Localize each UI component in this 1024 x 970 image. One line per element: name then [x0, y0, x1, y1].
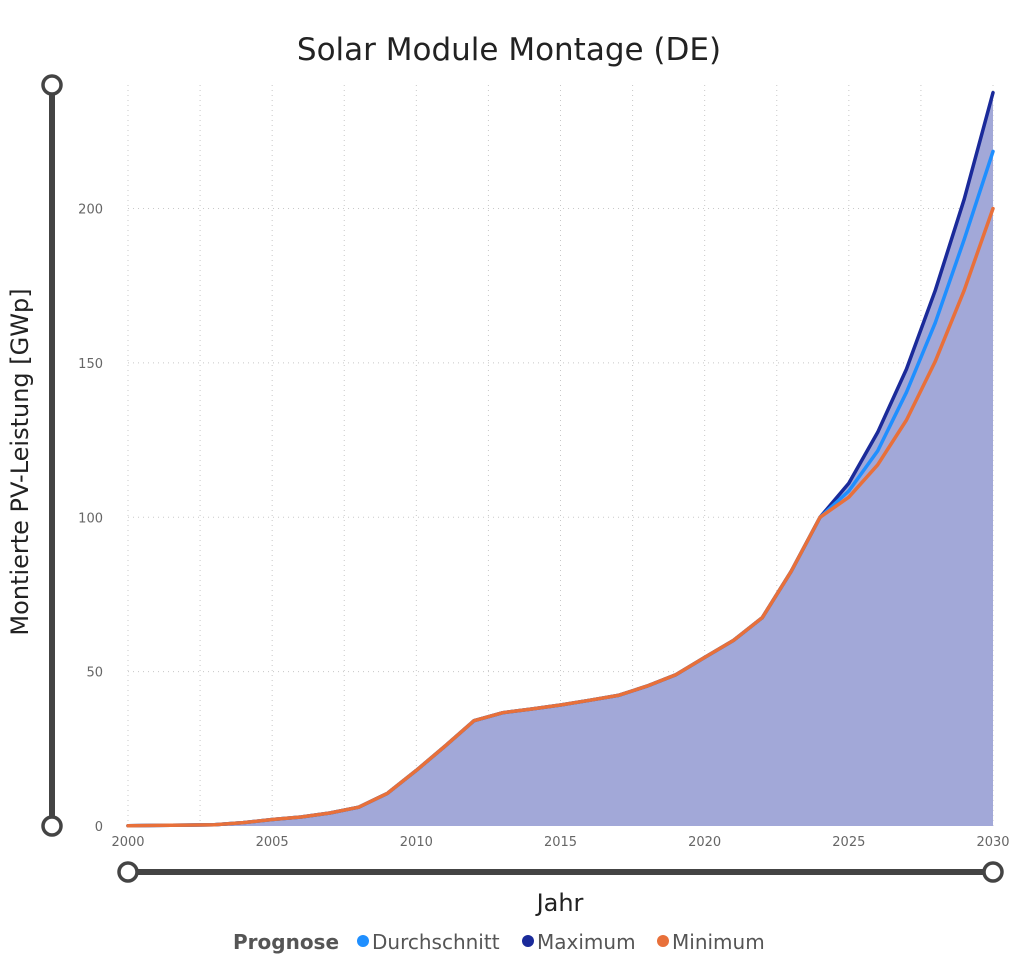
series-point-maximum — [962, 197, 966, 201]
series-point-minimum — [933, 359, 937, 363]
x-range-slider[interactable] — [117, 861, 1004, 883]
legend-marker-minimum — [657, 935, 669, 947]
y-range-slider[interactable] — [41, 74, 63, 837]
x-slider-handle-left[interactable] — [117, 861, 139, 883]
y-slider-handle-bottom[interactable] — [41, 815, 63, 837]
line-layer — [126, 90, 995, 828]
series-point-maximum — [905, 367, 908, 371]
series-point-maximum — [876, 430, 880, 434]
forecast-area — [128, 92, 993, 826]
y-tick-150: 150 — [78, 357, 103, 372]
x-tick-labels: 2000 2005 2010 2015 2020 2025 2030 — [111, 835, 1009, 850]
series-point-minimum — [847, 495, 851, 499]
legend-label-maximum: Maximum — [537, 930, 636, 954]
y-slider-handle-top[interactable] — [41, 74, 63, 96]
series-point-minimum — [818, 515, 822, 519]
series-point-durchschnitt — [962, 237, 966, 241]
x-tick-2015: 2015 — [544, 835, 577, 850]
x-tick-2000: 2000 — [111, 835, 144, 850]
series-point-maximum — [991, 91, 995, 95]
series-point-minimum — [876, 463, 880, 467]
x-slider-handle-right[interactable] — [982, 861, 1004, 883]
series-point-durchschnitt — [991, 149, 995, 153]
series-point-durchschnitt — [933, 321, 937, 325]
series-point-maximum — [933, 288, 937, 292]
y-tick-0: 0 — [95, 820, 103, 835]
legend-label-minimum: Minimum — [672, 930, 765, 954]
legend-marker-durchschnitt — [357, 935, 369, 947]
chart-title: Solar Module Montage (DE) — [297, 32, 721, 68]
series-point-durchschnitt — [847, 489, 851, 493]
y-tick-50: 50 — [86, 666, 103, 681]
series-point-minimum — [962, 288, 966, 292]
y-tick-100: 100 — [78, 511, 103, 526]
legend-marker-maximum — [522, 935, 534, 947]
legend-title: Prognose — [233, 930, 339, 954]
series-point-minimum — [991, 207, 995, 210]
x-tick-2020: 2020 — [688, 835, 721, 850]
x-tick-2025: 2025 — [832, 835, 865, 850]
x-axis-title: Jahr — [535, 889, 584, 917]
legend: Prognose Durchschnitt Maximum Minimum — [233, 930, 765, 954]
y-axis-title: Montierte PV-Leistung [GWp] — [6, 288, 34, 635]
x-tick-2030: 2030 — [976, 835, 1009, 850]
y-tick-labels: 0 50 100 150 200 — [78, 203, 103, 836]
legend-label-durchschnitt: Durchschnitt — [372, 930, 500, 954]
series-point-maximum — [847, 481, 851, 485]
series-point-durchschnitt — [876, 449, 880, 453]
x-tick-2010: 2010 — [400, 835, 433, 850]
y-tick-200: 200 — [78, 203, 103, 218]
area-layer — [128, 92, 993, 826]
series-point-minimum — [905, 418, 908, 422]
series-point-durchschnitt — [905, 390, 908, 394]
x-tick-2005: 2005 — [256, 835, 289, 850]
